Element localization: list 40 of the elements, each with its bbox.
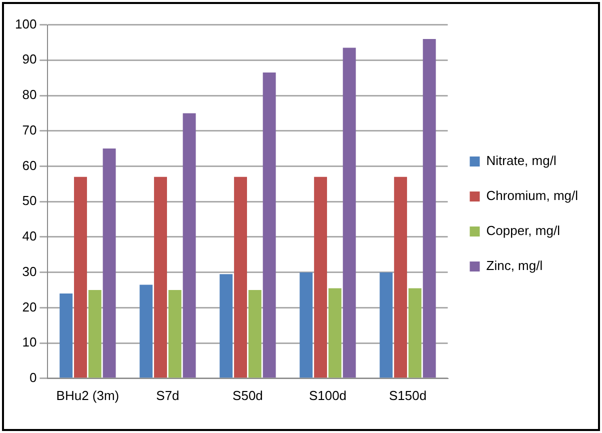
bar [300,272,313,378]
y-tick-label: 0 [29,370,37,385]
legend-label: Zinc, mg/l [486,258,543,274]
legend-label: Copper, mg/l [486,223,560,238]
bar [262,72,276,378]
bar [328,288,342,378]
bar [182,113,196,378]
bar [248,290,262,378]
bar [154,176,167,378]
x-tick-label: BHu2 (3m) [56,388,120,403]
bar [422,38,436,378]
y-tick-label: 20 [22,299,37,314]
x-tick-label: S100d [308,388,347,403]
bar [168,290,182,378]
bar [102,148,116,378]
y-tick-label: 60 [22,158,37,173]
bar [394,176,408,378]
x-tick-label: S7d [156,388,180,403]
legend-label: Chromium, mg/l [486,188,578,204]
x-tick-label: S50d [232,388,263,403]
y-tick-label: 30 [22,264,37,279]
y-tick-label: 50 [22,193,37,208]
y-tick-label: 80 [22,87,37,102]
bar [88,290,102,378]
bar [314,176,328,378]
bar [342,48,356,378]
bar [408,288,422,378]
bar [220,274,233,378]
bar [74,176,87,378]
bar [140,284,153,378]
bar [380,272,393,378]
x-tick-label: S150d [388,388,427,403]
legend-label: Nitrate, mg/l [486,153,556,168]
y-tick-label: 40 [22,228,37,244]
bar [234,176,248,378]
y-tick-label: 10 [22,334,37,350]
y-tick-label: 90 [22,52,37,67]
bar [60,294,73,378]
y-tick-label: 100 [14,16,37,32]
y-tick-label: 70 [22,122,37,138]
